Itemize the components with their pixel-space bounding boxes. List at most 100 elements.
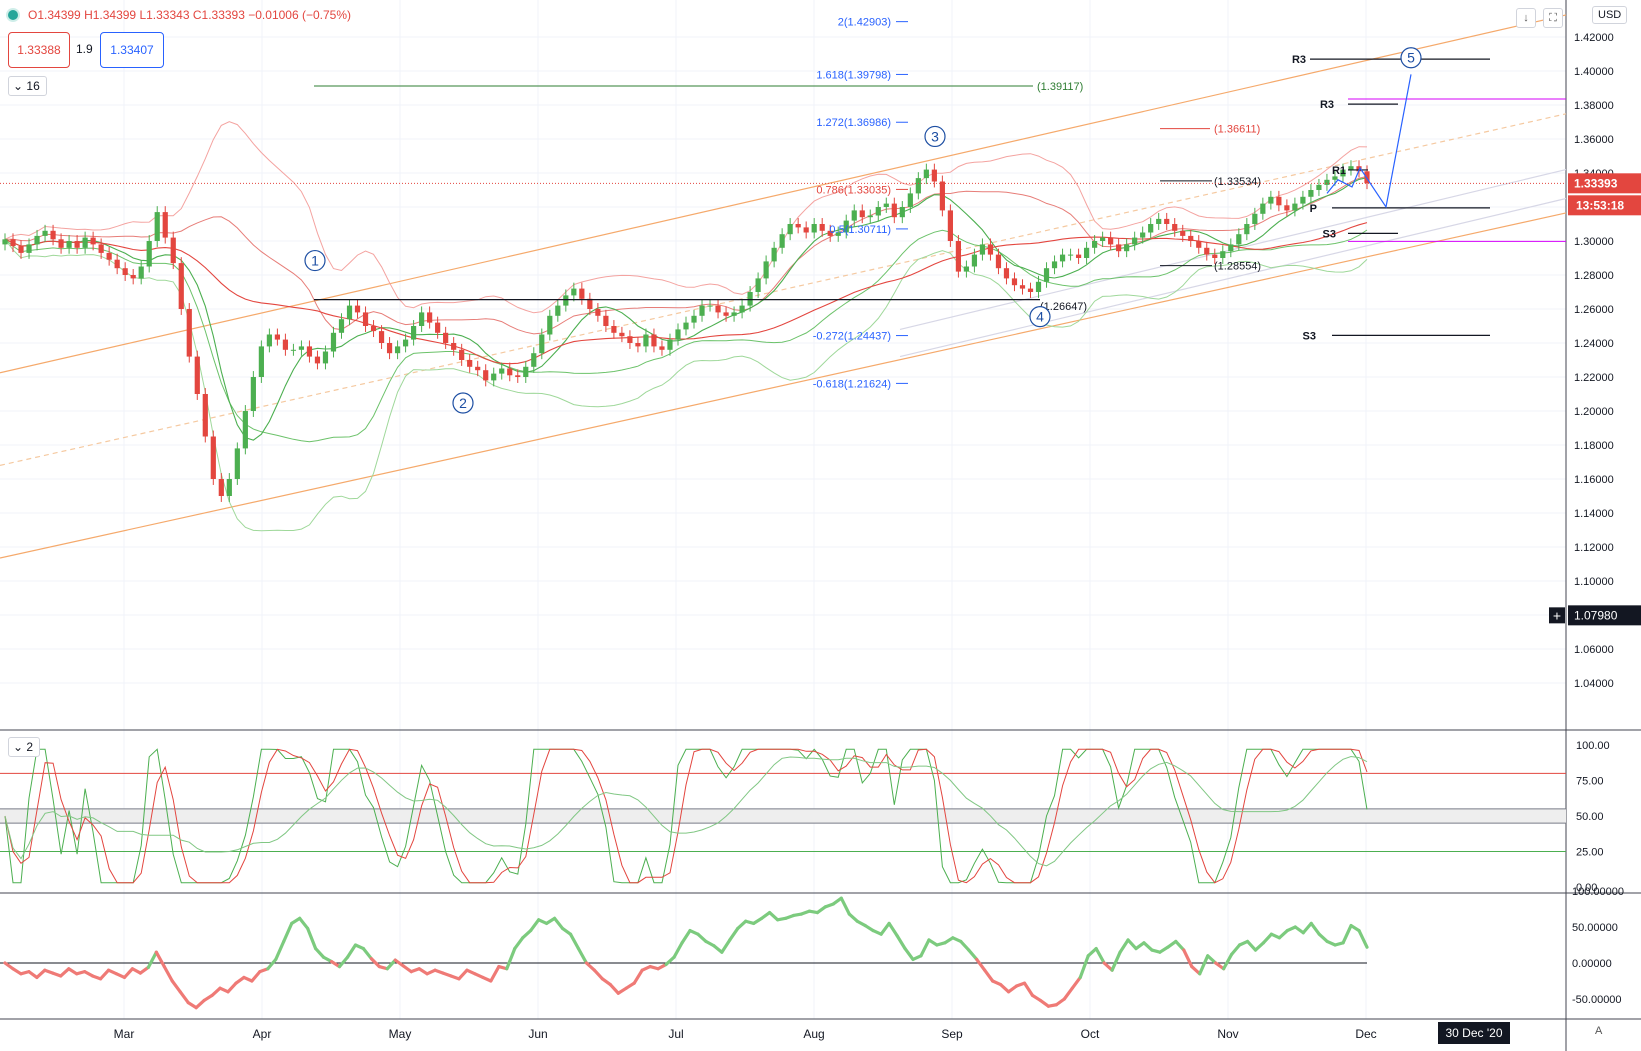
osc-segment	[967, 948, 979, 962]
osc-segment	[1078, 954, 1090, 980]
download-icon[interactable]: ↓	[1516, 8, 1536, 28]
osc-segment	[608, 982, 620, 995]
osc-segment	[1229, 943, 1242, 956]
candle-body	[475, 366, 481, 371]
buy-button[interactable]: 1.33407	[100, 32, 164, 68]
level-label: (1.33534)	[1214, 176, 1261, 188]
candle-body	[811, 224, 817, 233]
osc-segment	[1134, 941, 1146, 951]
candle-body	[419, 312, 425, 326]
candle-body	[1156, 218, 1162, 224]
candle-body	[210, 436, 216, 479]
candle-body	[1316, 184, 1322, 190]
channel-line	[0, 14, 1567, 374]
candle-body	[1196, 241, 1202, 248]
candle-body	[795, 224, 801, 228]
candle-body	[987, 244, 994, 255]
osc-segment	[895, 934, 907, 951]
osc-tick-label: 100.00000	[1572, 886, 1624, 898]
osc-segment	[768, 910, 780, 922]
osc-segment	[27, 970, 39, 980]
candle-body	[499, 368, 505, 374]
candle-body	[10, 239, 16, 247]
osc-segment	[1102, 961, 1114, 972]
osc-segment	[592, 968, 604, 981]
price-tick-label: 1.24000	[1574, 338, 1614, 350]
candle-body	[1067, 254, 1074, 256]
candle-body	[1332, 176, 1338, 180]
stoch-tick-label: 25.00	[1576, 847, 1604, 859]
candle-body	[1164, 218, 1170, 224]
osc-segment	[839, 896, 851, 916]
crosshair-plus-icon	[1549, 607, 1565, 624]
candle-body	[194, 356, 200, 394]
candle-body	[1284, 205, 1290, 211]
osc-segment	[314, 946, 326, 959]
candle-body	[58, 239, 64, 248]
osc-segment	[274, 939, 286, 962]
low-value: L1.33343	[139, 8, 190, 22]
candle-body	[234, 448, 240, 479]
candle-body	[1180, 230, 1186, 236]
indicator-toggle[interactable]: ⌄ 16	[8, 76, 47, 96]
osc-segment	[664, 955, 676, 967]
candle-body	[314, 356, 321, 364]
fib-level-label: 1.272(1.36986)	[816, 117, 891, 129]
candle-body	[1027, 288, 1034, 292]
candle-body	[763, 261, 769, 279]
price-axis[interactable]: 1.420001.400001.380001.360001.340001.320…	[1549, 32, 1641, 1006]
osc-segment	[1070, 975, 1082, 990]
candle-body	[50, 230, 56, 240]
level-label: (1.39117)	[1037, 81, 1083, 93]
indicator-length: 16	[26, 79, 40, 93]
price-channel	[0, 14, 1567, 559]
sell-button[interactable]: 1.33388	[8, 32, 70, 68]
osc-segment	[234, 975, 246, 985]
level-label: (1.26647)	[1040, 301, 1087, 313]
candle-body	[98, 244, 104, 253]
candle-body	[675, 329, 681, 340]
fib-level-label: 0.786(1.33035)	[816, 184, 891, 196]
candle-body	[1292, 203, 1298, 211]
candle-body	[595, 309, 601, 316]
candle-body	[106, 252, 112, 260]
candle-body	[827, 230, 833, 236]
candle-body	[90, 237, 96, 245]
high-value: H1.34399	[84, 8, 137, 22]
candle-body	[394, 346, 401, 354]
osc-segment	[138, 965, 150, 975]
candle-body	[1356, 166, 1362, 172]
wave-marker	[1400, 47, 1422, 69]
currency-button[interactable]: USD	[1592, 6, 1628, 24]
channel-line	[0, 212, 1567, 559]
auto-scale-button[interactable]: A	[1595, 1025, 1603, 1037]
time-tick-label: Oct	[1081, 1027, 1100, 1041]
wave-marker	[452, 392, 474, 414]
candle-body	[739, 305, 745, 313]
osc-segment	[194, 998, 206, 1010]
osc-segment	[696, 932, 708, 944]
price-tick-label: 1.14000	[1574, 508, 1614, 520]
price-tick-label: 1.22000	[1574, 372, 1614, 384]
candle-body	[667, 339, 673, 350]
pivot-label: R1	[1332, 165, 1346, 177]
status-dot-icon	[8, 10, 18, 20]
candle-body	[258, 346, 264, 377]
time-tick-label: Apr	[253, 1027, 272, 1041]
candle-body	[66, 241, 72, 248]
osc-segment	[1166, 939, 1178, 949]
osc-segment	[266, 957, 278, 971]
candle-body	[731, 312, 737, 316]
candle-body	[971, 254, 978, 267]
candle-body	[202, 394, 208, 437]
time-axis[interactable]: Mar Apr May Jun Jul Aug Sep Oct Nov Dec 30 Dec '20	[114, 1022, 1510, 1044]
candle-body	[867, 215, 873, 218]
price-tick-label: 1.06000	[1574, 644, 1614, 656]
pane-toggle[interactable]: ⌄ 2	[8, 737, 41, 757]
candle-body	[1212, 254, 1218, 258]
candle-body	[330, 332, 337, 352]
price-tick-label: 1.38000	[1574, 100, 1614, 112]
fullscreen-icon[interactable]: ⛶	[1543, 8, 1563, 28]
